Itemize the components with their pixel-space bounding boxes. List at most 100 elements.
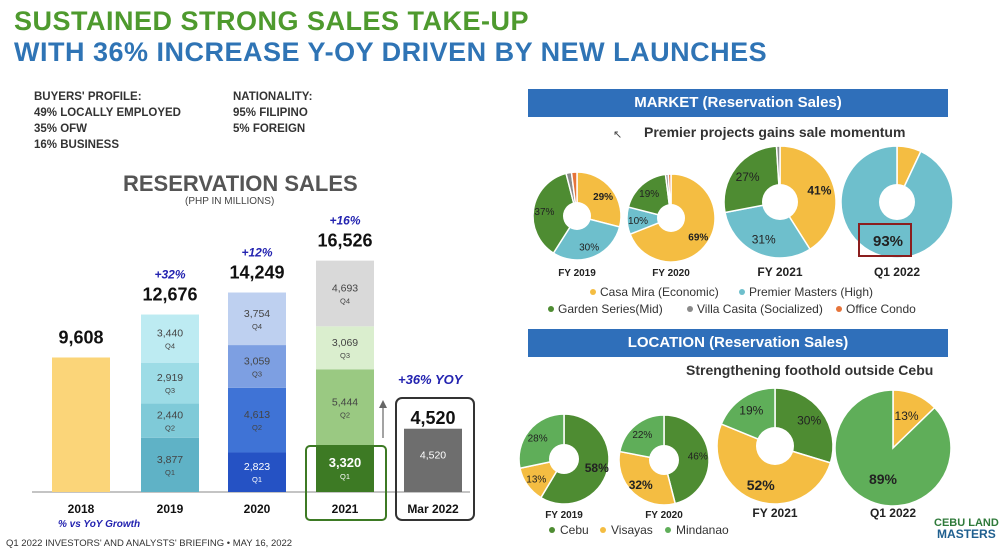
reservation-sales-bar-chart: 9,608 2018 3,877 Q1 2,440 Q2 2,919 Q3 3,440 Q4 12,… (32, 214, 475, 521)
buyers-profile: BUYERS' PROFILE: 49% LOCALLY EMPLOYED 35… (34, 89, 181, 153)
market-pie-charts: 29% 30% 37% FY 2019 69% 10% 19% FY 2020 41% 31% 27… (532, 145, 954, 316)
bar-segment (316, 260, 374, 327)
location-subtitle: Strengthening foothold outside Cebu (686, 362, 934, 378)
highlight-93-box (858, 223, 912, 257)
buyers-profile-item: 16% BUSINESS (34, 139, 120, 151)
pie-period-label: FY 2019 (558, 268, 596, 279)
legend-marker (687, 306, 693, 312)
pie-period-label: Q1 2022 (870, 506, 916, 520)
page-title-line2: WITH 36% INCREASE Y-OY DRIVEN BY NEW LAU… (14, 37, 768, 67)
legend-label: Casa Mira (Economic) (600, 285, 719, 299)
logo-line2: MASTERS (937, 527, 996, 541)
pie-slice (552, 215, 621, 261)
legend-marker (665, 527, 671, 533)
bar-segment (228, 387, 286, 453)
bar-value-label: 2,919 (157, 372, 183, 384)
bar-segment (316, 369, 374, 446)
donut-hole (762, 184, 798, 220)
page-title-line1: SUSTAINED STRONG SALES TAKE-UP (14, 6, 530, 36)
pie-slice (834, 389, 952, 507)
legend-label: Villa Casita (Socialized) (697, 302, 823, 316)
pie-period-label: FY 2020 (645, 510, 683, 521)
pie-slice-label: 13% (526, 475, 546, 486)
footer-text: Q1 2022 INVESTORS' AND ANALYSTS' BRIEFIN… (6, 538, 293, 549)
pie-slice-label: 93% (873, 233, 903, 250)
pie-slice-label: 89% (869, 471, 898, 487)
legend-label: Garden Series(Mid) (558, 302, 663, 316)
bar-quarter-label: Q1 (165, 468, 175, 477)
bar-segment (228, 345, 286, 388)
pie-slice-label: 32% (629, 478, 653, 492)
bar-quarter-label: Q3 (252, 369, 262, 378)
cursor-icon: ↖ (613, 129, 623, 141)
bar-segment (316, 326, 374, 370)
pie-slice (720, 387, 776, 448)
pie-slice-label: 58% (585, 461, 609, 475)
bar-value-label: 3,069 (332, 337, 358, 349)
bar-segment (141, 403, 199, 438)
pie-slice-label: 29% (593, 192, 613, 203)
bar-total-label: 4,520 (410, 408, 455, 428)
legend-marker (549, 527, 555, 533)
bar-growth-label: +12% (241, 246, 272, 260)
nationality-heading: NATIONALITY: (233, 91, 313, 103)
pie-slice-label: 41% (807, 184, 831, 198)
location-pie-charts: 58% 13% 28% FY 2019 46% 32% 22% FY 2020 30% 52% 19… (518, 387, 952, 537)
donut-hole (563, 202, 591, 230)
legend-marker (836, 306, 842, 312)
donut-hole (879, 184, 915, 220)
bar-value-label: 2,823 (244, 461, 270, 473)
legend-label: Mindanao (676, 523, 729, 537)
pie-period-label: Q1 2022 (874, 265, 920, 279)
x-tick-label: 2020 (244, 502, 271, 516)
arrow-up-icon (379, 400, 387, 408)
bar-segment (228, 292, 286, 346)
bar-growth-label: +32% (154, 268, 185, 282)
pie-slice-label: 69% (688, 233, 708, 244)
bar-value-label: 2,440 (157, 410, 183, 422)
buyers-profile-heading: BUYERS' PROFILE: (34, 91, 142, 103)
legend-label: Cebu (560, 523, 589, 537)
q1-2021-highlight-box (305, 445, 387, 521)
pie-slice-label: 27% (736, 170, 760, 184)
bar-growth-label: +16% (329, 214, 360, 228)
mar-2022-highlight-box (395, 397, 475, 521)
x-tick-label: 2018 (68, 502, 95, 516)
market-subtitle: Premier projects gains sale momentum (644, 124, 906, 140)
bar-quarter-label: Q3 (340, 351, 350, 360)
donut-hole (649, 445, 679, 475)
donut-hole (549, 444, 579, 474)
legend-label: Office Condo (846, 302, 916, 316)
pie-slice-label: 22% (632, 430, 652, 441)
pie-slice-label: 13% (895, 409, 919, 423)
bar-segment (316, 445, 374, 492)
donut-hole (756, 427, 794, 465)
market-section-header: MARKET (Reservation Sales) (528, 89, 948, 117)
bar-segment (141, 314, 199, 363)
bar-quarter-label: Q2 (340, 410, 350, 419)
bar-value-label: 3,440 (157, 328, 183, 340)
nationality: NATIONALITY: 95% FILIPINO 5% FOREIGN (233, 89, 312, 137)
bar-value-label: 5,444 (332, 396, 358, 408)
x-tick-label: Mar 2022 (407, 502, 459, 516)
bar-quarter-label: Q1 (340, 472, 350, 481)
bar-segment (228, 452, 286, 492)
pie-slice (627, 173, 672, 220)
pie-slice-label: 19% (639, 189, 659, 200)
bar-total-label: 9,608 (58, 327, 103, 347)
donut-hole (657, 204, 685, 232)
bar-value-label: 3,059 (244, 355, 270, 367)
bar-value-label: 4,693 (332, 282, 358, 294)
bar-quarter-label: Q3 (165, 386, 175, 395)
x-tick-label: 2019 (157, 502, 184, 516)
pie-slice-label: 37% (534, 207, 554, 218)
x-tick-label: 2021 (332, 502, 359, 516)
bar-quarter-label: Q1 (252, 475, 262, 484)
bar-quarter-label: Q2 (165, 424, 175, 433)
pie-slice-label: 28% (528, 434, 548, 445)
buyers-profile-item: 49% LOCALLY EMPLOYED (34, 107, 181, 119)
company-logo: CEBU LAND MASTERS (934, 518, 999, 541)
bar-total-label: 16,526 (317, 231, 372, 251)
bar-quarter-label: Q2 (252, 423, 262, 432)
bar-quarter-label: Q4 (165, 342, 175, 351)
